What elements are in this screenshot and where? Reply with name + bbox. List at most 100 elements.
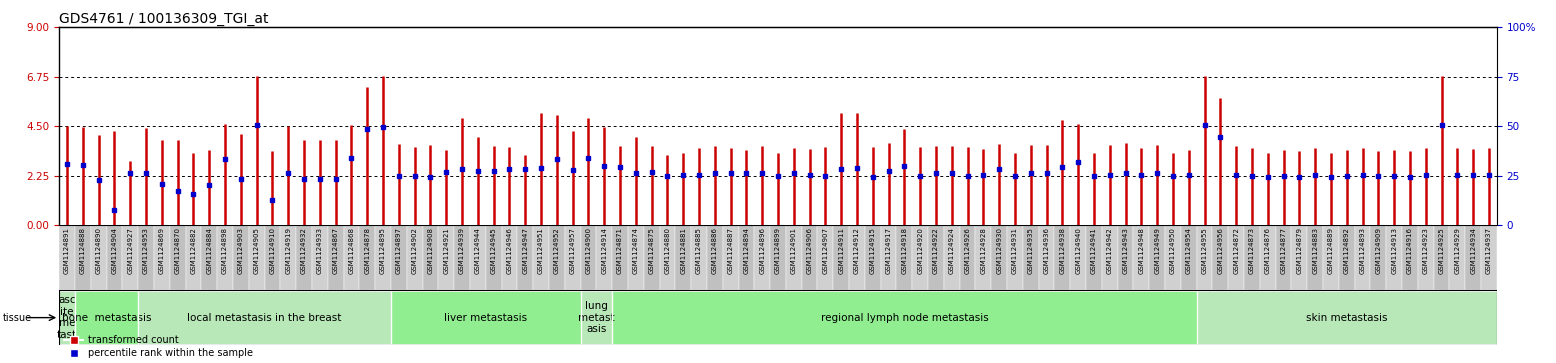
Bar: [1228, 225, 1245, 290]
Text: GSM1124877: GSM1124877: [1281, 227, 1287, 274]
Bar: [1007, 225, 1022, 290]
Text: GSM1124899: GSM1124899: [775, 227, 781, 274]
Bar: [912, 225, 927, 290]
Bar: [565, 225, 580, 290]
Bar: [786, 225, 801, 290]
Bar: [517, 225, 534, 290]
Text: GSM1124867: GSM1124867: [333, 227, 339, 274]
Text: GSM1124903: GSM1124903: [238, 227, 244, 274]
Bar: [596, 225, 612, 290]
Text: GSM1124941: GSM1124941: [1091, 227, 1097, 274]
Bar: [75, 291, 138, 344]
Text: GSM1124943: GSM1124943: [1122, 227, 1128, 274]
Text: GSM1124884: GSM1124884: [207, 227, 212, 274]
Text: GSM1124944: GSM1124944: [475, 227, 481, 274]
Text: GSM1124914: GSM1124914: [601, 227, 607, 274]
Bar: [123, 225, 138, 290]
Bar: [296, 225, 311, 290]
Text: GSM1124911: GSM1124911: [839, 227, 845, 274]
Bar: [311, 225, 328, 290]
Bar: [1355, 225, 1371, 290]
Text: GSM1124926: GSM1124926: [965, 227, 971, 274]
Text: GSM1124889: GSM1124889: [1327, 227, 1333, 274]
Bar: [1260, 225, 1276, 290]
Text: GSM1124885: GSM1124885: [696, 227, 702, 274]
Bar: [644, 225, 660, 290]
Text: GSM1124950: GSM1124950: [1170, 227, 1176, 274]
Bar: [1165, 225, 1181, 290]
Bar: [280, 225, 296, 290]
Bar: [185, 225, 201, 290]
Text: GSM1124929: GSM1124929: [1455, 227, 1461, 274]
Text: GSM1124898: GSM1124898: [223, 227, 229, 274]
Text: GSM1124872: GSM1124872: [1234, 227, 1239, 274]
Text: GSM1124949: GSM1124949: [1155, 227, 1161, 274]
Bar: [328, 225, 344, 290]
Text: GSM1124916: GSM1124916: [1407, 227, 1413, 274]
Bar: [881, 225, 896, 290]
Text: GSM1124948: GSM1124948: [1139, 227, 1144, 274]
Bar: [1276, 225, 1291, 290]
Text: GSM1124890: GSM1124890: [95, 227, 101, 274]
Bar: [770, 225, 786, 290]
Bar: [138, 291, 391, 344]
Text: GDS4761 / 100136309_TGI_at: GDS4761 / 100136309_TGI_at: [59, 12, 269, 26]
Text: GSM1124904: GSM1124904: [112, 227, 117, 274]
Bar: [817, 225, 834, 290]
Text: GSM1124921: GSM1124921: [443, 227, 450, 274]
Text: GSM1124947: GSM1124947: [523, 227, 527, 274]
Text: GSM1124952: GSM1124952: [554, 227, 560, 274]
Text: GSM1124915: GSM1124915: [870, 227, 876, 274]
Bar: [218, 225, 233, 290]
Text: GSM1124871: GSM1124871: [618, 227, 622, 274]
Bar: [675, 225, 691, 290]
Text: GSM1124945: GSM1124945: [490, 227, 496, 274]
Text: GSM1124955: GSM1124955: [1201, 227, 1207, 274]
Text: GSM1124892: GSM1124892: [1344, 227, 1349, 274]
Bar: [944, 225, 960, 290]
Bar: [1102, 225, 1117, 290]
Text: GSM1124868: GSM1124868: [349, 227, 355, 274]
Text: GSM1124880: GSM1124880: [664, 227, 671, 274]
Text: GSM1124895: GSM1124895: [380, 227, 386, 274]
Text: GSM1124935: GSM1124935: [1029, 227, 1033, 274]
Text: GSM1124942: GSM1124942: [1106, 227, 1113, 274]
Bar: [1150, 225, 1165, 290]
Bar: [1386, 225, 1402, 290]
Text: GSM1124920: GSM1124920: [916, 227, 923, 274]
Bar: [1212, 225, 1228, 290]
Text: GSM1124934: GSM1124934: [1470, 227, 1477, 274]
Bar: [344, 225, 359, 290]
Bar: [485, 225, 501, 290]
Text: skin metastasis: skin metastasis: [1305, 313, 1388, 323]
Text: GSM1124940: GSM1124940: [1075, 227, 1081, 274]
Text: GSM1124909: GSM1124909: [1376, 227, 1382, 274]
Text: GSM1124893: GSM1124893: [1360, 227, 1366, 274]
Text: GSM1124873: GSM1124873: [1249, 227, 1256, 274]
Bar: [1055, 225, 1071, 290]
Text: GSM1124925: GSM1124925: [1439, 227, 1444, 274]
Bar: [865, 225, 881, 290]
Text: GSM1124882: GSM1124882: [190, 227, 196, 274]
Text: liver metastasis: liver metastasis: [443, 313, 527, 323]
Bar: [629, 225, 644, 290]
Text: local metastasis in the breast: local metastasis in the breast: [187, 313, 342, 323]
Text: GSM1124951: GSM1124951: [538, 227, 545, 274]
Bar: [391, 291, 580, 344]
Text: GSM1124957: GSM1124957: [569, 227, 576, 274]
Bar: [1039, 225, 1055, 290]
Bar: [1307, 225, 1323, 290]
Bar: [755, 225, 770, 290]
Bar: [90, 225, 106, 290]
Text: GSM1124897: GSM1124897: [395, 227, 401, 274]
Text: GSM1124923: GSM1124923: [1422, 227, 1428, 274]
Text: GSM1124939: GSM1124939: [459, 227, 465, 274]
Text: GSM1124874: GSM1124874: [633, 227, 640, 274]
Bar: [612, 225, 629, 290]
Bar: [1117, 225, 1133, 290]
Bar: [501, 225, 517, 290]
Text: GSM1124933: GSM1124933: [317, 227, 322, 274]
Bar: [1481, 225, 1497, 290]
Text: GSM1124887: GSM1124887: [728, 227, 733, 274]
Text: regional lymph node metastasis: regional lymph node metastasis: [820, 313, 988, 323]
